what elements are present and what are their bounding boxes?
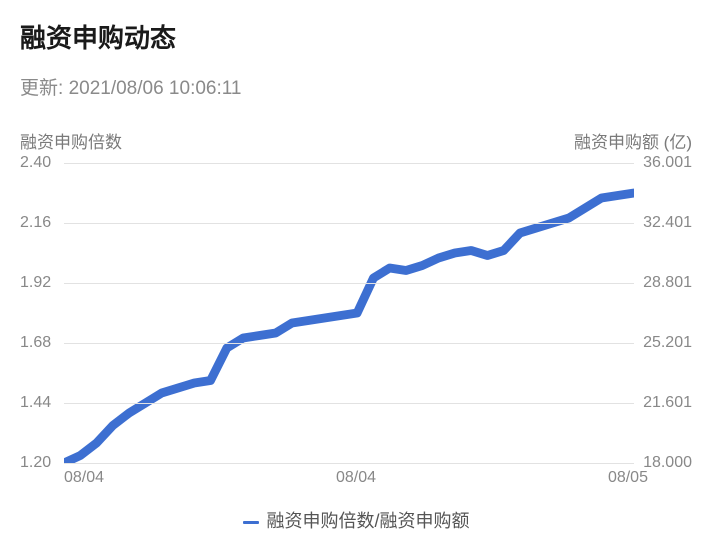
gridline	[64, 223, 634, 224]
axis-labels-row: 融资申购倍数 融资申购额 (亿)	[20, 128, 692, 153]
ytick-left: 2.16	[20, 214, 51, 232]
ytick-left: 1.20	[20, 454, 51, 472]
xtick-label: 08/04	[336, 469, 376, 487]
gridline	[64, 163, 634, 164]
ytick-right: 21.601	[643, 394, 692, 412]
ytick-right: 36.001	[643, 154, 692, 172]
page-title: 融资申购动态	[20, 18, 692, 55]
ytick-right: 28.801	[643, 274, 692, 292]
chart-area: 2.4036.0012.1632.4011.9228.8011.6825.201…	[20, 163, 692, 463]
right-axis-label: 融资申购额 (亿)	[574, 128, 692, 153]
gridline	[64, 463, 634, 464]
ytick-left: 1.92	[20, 274, 51, 292]
series-line	[64, 193, 634, 463]
chart-plot	[64, 163, 634, 463]
ytick-right: 32.401	[643, 214, 692, 232]
ytick-left: 1.44	[20, 394, 51, 412]
gridline	[64, 403, 634, 404]
gridline	[64, 343, 634, 344]
gridline	[64, 283, 634, 284]
line-chart-svg	[64, 163, 634, 463]
ytick-right: 18.000	[643, 454, 692, 472]
ytick-left: 1.68	[20, 334, 51, 352]
chart-legend: 融资申购倍数/融资申购额	[20, 507, 692, 533]
legend-label: 融资申购倍数/融资申购额	[267, 511, 470, 531]
left-axis-label: 融资申购倍数	[20, 128, 122, 153]
ytick-left: 2.40	[20, 154, 51, 172]
updated-prefix: 更新:	[20, 78, 69, 99]
xtick-label: 08/04	[64, 469, 104, 487]
xtick-label: 08/05	[608, 469, 648, 487]
ytick-right: 25.201	[643, 334, 692, 352]
updated-timestamp: 更新: 2021/08/06 10:06:11	[20, 73, 692, 100]
updated-time: 2021/08/06 10:06:11	[69, 78, 242, 99]
legend-swatch	[243, 521, 259, 524]
x-axis-ticks: 08/04 08/04 08/05	[64, 469, 648, 487]
